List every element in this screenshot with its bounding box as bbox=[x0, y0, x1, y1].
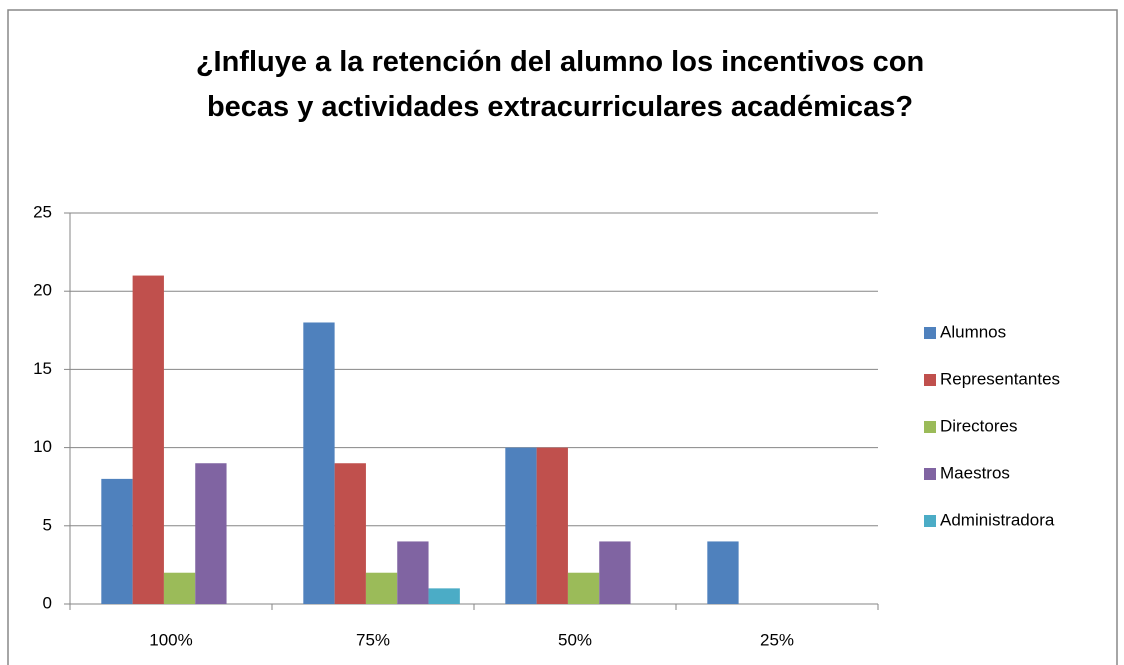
y-tick-label: 5 bbox=[43, 515, 52, 534]
legend-label: Representantes bbox=[940, 369, 1060, 388]
chart-title: ¿Influye a la retención del alumno los i… bbox=[195, 46, 925, 123]
y-tick-label: 15 bbox=[33, 359, 52, 378]
bar bbox=[365, 572, 398, 604]
bar bbox=[397, 541, 429, 604]
legend-label: Alumnos bbox=[940, 322, 1006, 341]
y-tick-label: 20 bbox=[33, 281, 52, 300]
bar bbox=[303, 322, 335, 604]
bar bbox=[536, 447, 568, 604]
legend-swatch bbox=[924, 515, 936, 527]
y-tick-label: 25 bbox=[33, 202, 52, 221]
bar bbox=[567, 572, 600, 604]
legend-label: Administradora bbox=[940, 510, 1055, 529]
bar bbox=[707, 541, 739, 604]
x-tick-label: 75% bbox=[356, 630, 390, 649]
bar bbox=[334, 463, 366, 604]
legend-label: Maestros bbox=[940, 463, 1010, 482]
x-tick-label: 100% bbox=[149, 630, 192, 649]
legend-swatch bbox=[924, 327, 936, 339]
bar bbox=[195, 463, 227, 604]
y-tick-label: 10 bbox=[33, 437, 52, 456]
legend-swatch bbox=[924, 374, 936, 386]
legend-swatch bbox=[924, 468, 936, 480]
x-tick-label: 25% bbox=[760, 630, 794, 649]
legend-swatch bbox=[924, 421, 936, 433]
bar bbox=[101, 478, 133, 604]
x-tick-label: 50% bbox=[558, 630, 592, 649]
y-tick-label: 0 bbox=[43, 593, 52, 612]
bar bbox=[163, 572, 196, 604]
bar bbox=[132, 275, 164, 604]
legend-label: Directores bbox=[940, 416, 1017, 435]
bar bbox=[428, 588, 460, 604]
bar bbox=[505, 447, 537, 604]
bar bbox=[599, 541, 631, 604]
